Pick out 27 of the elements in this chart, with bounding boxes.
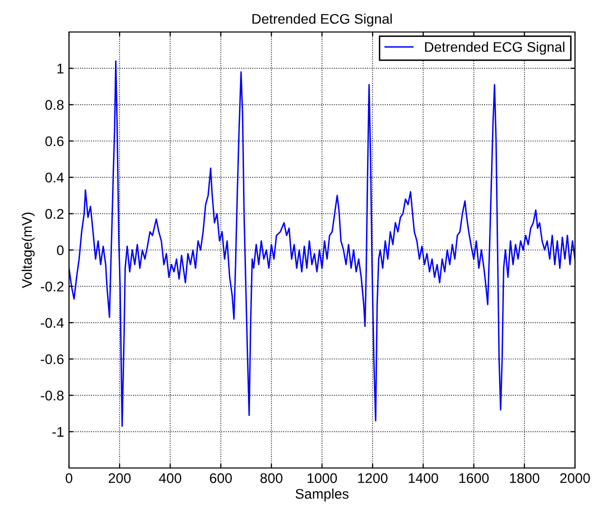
chart-title: Detrended ECG Signal xyxy=(252,14,392,27)
x-tick-label: 200 xyxy=(108,473,131,484)
legend-label: Detrended ECG Signal xyxy=(425,42,564,55)
y-tick-label: 0.4 xyxy=(45,172,64,183)
x-tick-label: 0 xyxy=(66,473,72,484)
x-tick-label: 1600 xyxy=(459,473,489,484)
x-tick-label: 1800 xyxy=(510,473,540,484)
y-tick-label: -0.8 xyxy=(40,390,64,401)
line-series xyxy=(69,60,575,427)
x-tick-label: 800 xyxy=(260,473,282,484)
y-tick-label: 0.2 xyxy=(45,209,64,219)
y-tick-label: 0.6 xyxy=(45,136,64,146)
x-tick-label: 1200 xyxy=(358,473,388,484)
x-tick-label: 600 xyxy=(210,473,232,484)
y-tick-label: 1 xyxy=(57,64,64,74)
y-tick-label: -0.2 xyxy=(40,282,64,292)
y-tick-label: 0.8 xyxy=(45,100,64,110)
x-tick-label: 400 xyxy=(158,473,182,484)
y-tick-label: 0 xyxy=(56,245,64,256)
x-axis-title: Samples xyxy=(296,488,349,502)
y-tick-label: -1 xyxy=(52,427,64,437)
y-tick-label: -0.6 xyxy=(40,354,64,364)
y-tick-label: -0.4 xyxy=(40,318,64,328)
x-tick-label: 1400 xyxy=(408,473,438,484)
y-axis-title: Voltage(mV) xyxy=(22,212,35,288)
x-tick-label: 1000 xyxy=(308,473,337,484)
x-tick-label: 2000 xyxy=(560,473,590,484)
